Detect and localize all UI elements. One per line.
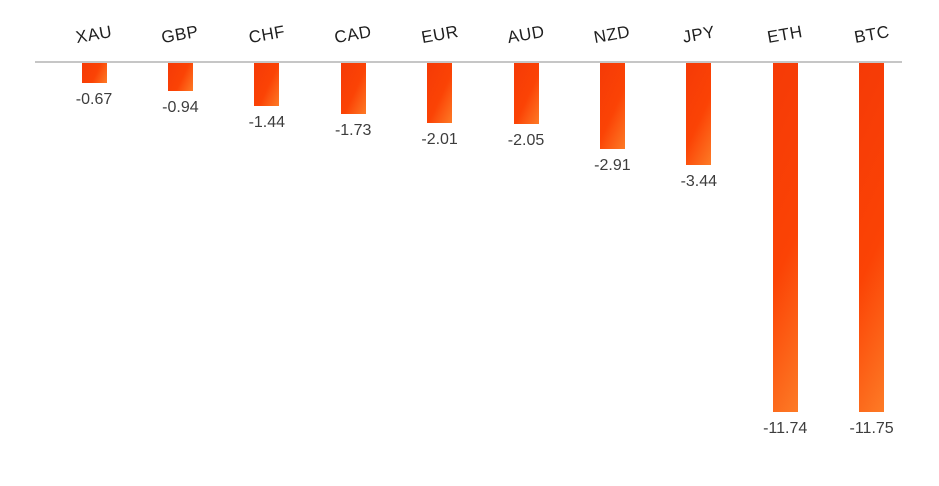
bar-cad <box>340 63 366 114</box>
value-label-jpy: -3.44 <box>680 173 718 190</box>
bar-nzd <box>599 63 625 149</box>
bar-eth <box>772 63 798 412</box>
category-label-cad: CAD <box>333 21 374 48</box>
value-label-aud: -2.05 <box>507 132 545 149</box>
value-label-btc: -11.75 <box>849 420 894 437</box>
x-axis-line <box>35 61 902 63</box>
value-label-cad: -1.73 <box>334 122 372 139</box>
category-label-nzd: NZD <box>592 21 632 48</box>
category-label-eur: EUR <box>419 21 460 48</box>
category-label-aud: AUD <box>505 21 546 48</box>
bar-xau <box>81 63 107 83</box>
category-label-jpy: JPY <box>680 22 717 47</box>
bar-chf <box>254 63 280 106</box>
value-label-eth: -11.74 <box>763 420 808 437</box>
value-label-gbp: -0.94 <box>162 99 199 116</box>
category-label-btc: BTC <box>852 22 891 47</box>
value-label-eur: -2.01 <box>421 131 458 148</box>
bar-gbp <box>167 63 193 91</box>
bar-aud <box>513 63 539 124</box>
value-label-xau: -0.67 <box>75 91 113 108</box>
category-label-xau: XAU <box>74 21 114 48</box>
bar-eur <box>427 63 453 123</box>
value-label-chf: -1.44 <box>248 114 286 131</box>
bar-btc <box>859 63 885 412</box>
bar-jpy <box>686 63 712 165</box>
category-label-eth: ETH <box>765 22 805 47</box>
category-label-gbp: GBP <box>160 21 201 48</box>
category-label-chf: CHF <box>247 21 287 48</box>
value-label-nzd: -2.91 <box>594 157 631 174</box>
